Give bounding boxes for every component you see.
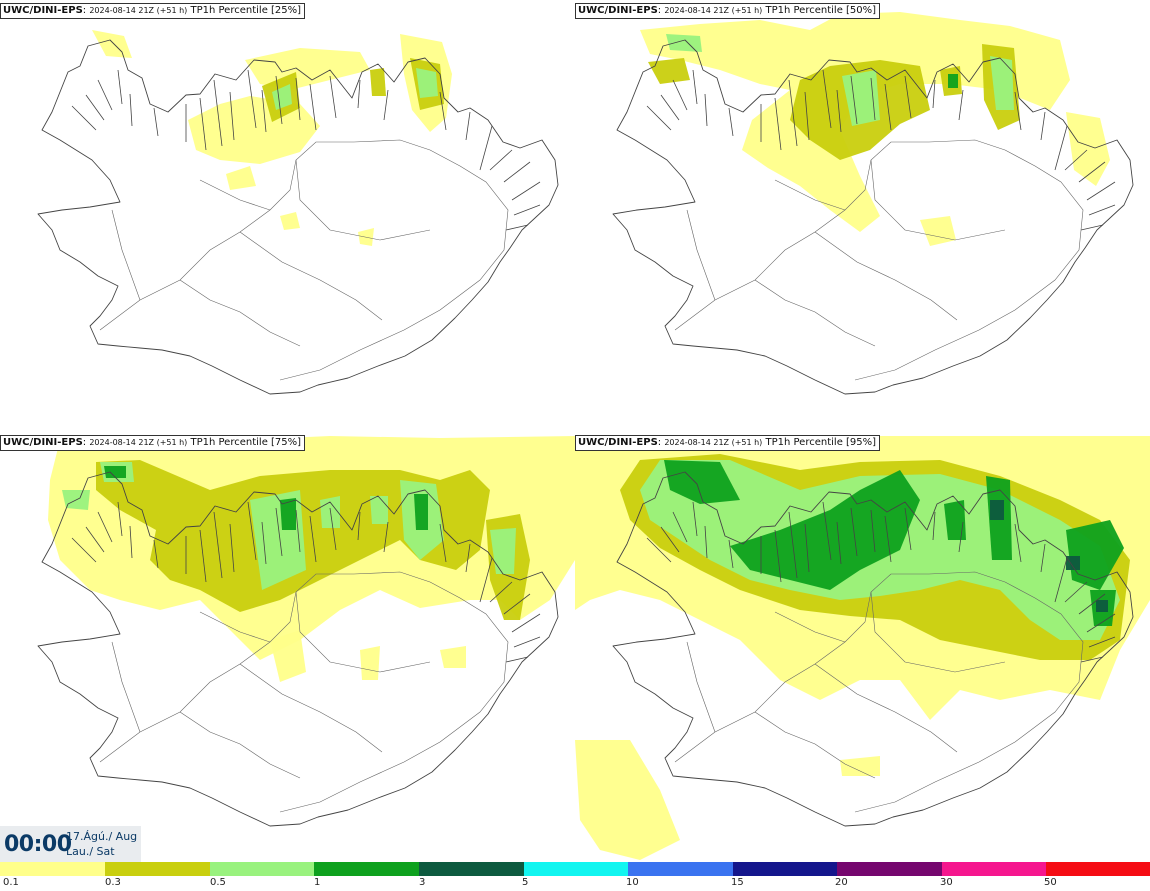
run-time: 2024-08-14 21Z (+51 h) [664,6,763,15]
precip-area [575,740,680,860]
precip-field [92,30,452,246]
precip-area [666,34,702,52]
parameter-label: TP1h Percentile [75%] [187,437,302,448]
model-name: UWC/DINI-EPS [578,5,658,16]
legend-label: 0.3 [105,877,121,888]
precip-area [245,48,370,90]
precip-area [270,630,306,682]
legend-label: 30 [940,877,953,888]
precip-area [944,500,966,540]
legend-swatch [628,862,733,876]
title-separator: : [82,437,90,448]
valid-weekday: Lau./ Sat [66,845,115,858]
run-time: 2024-08-14 21Z (+51 h) [664,438,763,447]
iceland-coastline [37,39,559,395]
valid-time-box: 00:00 17.Ágú./ Aug Lau./ Sat [0,826,141,862]
title-separator: : [82,5,90,16]
precip-area [188,96,320,164]
panel-title: UWC/DINI-EPS: 2024-08-14 21Z (+51 h) TP1… [0,3,306,19]
precip-area [370,68,386,96]
precip-area [440,646,466,668]
color-legend: 0.1 0.3 0.5 1 3 5 10 15 20 30 50 [0,862,1150,891]
legend-label: 5 [522,877,529,888]
precip-field [575,436,1150,860]
legend-label: 0.1 [3,877,19,888]
precip-area [842,70,880,126]
legend-swatch [837,862,942,876]
precip-area [730,470,920,590]
precip-area [226,166,256,190]
iceland-coastline [37,471,559,827]
precip-area [1066,520,1124,590]
precip-area [1066,112,1110,186]
map-canvas [612,12,1134,395]
precip-area [272,84,292,110]
model-name: UWC/DINI-EPS [3,437,83,448]
precip-area [414,494,428,530]
precip-area [360,646,380,680]
map-canvas [37,30,559,395]
legend-swatch [105,862,210,876]
precip-area [920,216,956,246]
precip-area [1066,556,1080,570]
run-time: 2024-08-14 21Z (+51 h) [89,438,188,447]
precip-area [370,496,388,524]
legend-label: 50 [1044,877,1057,888]
precip-area [990,500,1004,520]
precip-area [416,68,438,98]
precip-area [320,496,340,528]
precip-field [48,436,575,682]
precip-area [490,528,516,574]
map-panel-p95: UWC/DINI-EPS: 2024-08-14 21Z (+51 h) TP1… [575,432,1150,864]
legend-label: 0.5 [210,877,226,888]
legend-swatch [314,862,419,876]
title-separator: : [657,5,665,16]
map-panel-p75: UWC/DINI-EPS: 2024-08-14 21Z (+51 h) TP1… [0,432,575,864]
map-canvas [575,436,1150,860]
precip-area [840,756,880,776]
precip-area [664,460,740,504]
panel-title: UWC/DINI-EPS: 2024-08-14 21Z (+51 h) TP1… [575,3,881,19]
precip-area [104,466,126,478]
legend-label: 3 [419,877,426,888]
precip-area [948,74,958,88]
legend-swatch [0,862,105,876]
precip-area [640,12,1070,232]
model-name: UWC/DINI-EPS [3,5,83,16]
legend-swatch [210,862,314,876]
legend-swatch [1046,862,1150,876]
precip-area [990,56,1014,110]
map-panel-p50: UWC/DINI-EPS: 2024-08-14 21Z (+51 h) TP1… [575,0,1150,432]
valid-date: 17.Ágú./ Aug [66,830,138,843]
legend-swatch [733,862,837,876]
legend-label: 1 [314,877,321,888]
precip-area [280,498,296,530]
valid-time: 00:00 [4,832,72,857]
precip-field [640,12,1110,246]
legend-swatch [942,862,1046,876]
title-separator: : [657,437,665,448]
precip-area [1096,600,1108,612]
iceland-coastline [612,39,1134,395]
legend-label: 10 [626,877,639,888]
precip-area [648,58,690,84]
parameter-label: TP1h Percentile [50%] [762,5,877,16]
legend-swatch [419,862,524,876]
iceland-coastline [612,471,1134,827]
panel-title: UWC/DINI-EPS: 2024-08-14 21Z (+51 h) TP1… [575,435,881,451]
panel-title: UWC/DINI-EPS: 2024-08-14 21Z (+51 h) TP1… [0,435,306,451]
legend-label: 15 [731,877,744,888]
precip-area [92,30,132,58]
map-canvas [37,436,575,827]
map-panel-p25: UWC/DINI-EPS: 2024-08-14 21Z (+51 h) TP1… [0,0,575,432]
parameter-label: TP1h Percentile [95%] [762,437,877,448]
model-name: UWC/DINI-EPS [578,437,658,448]
legend-label: 20 [835,877,848,888]
legend-swatch [524,862,628,876]
parameter-label: TP1h Percentile [25%] [187,5,302,16]
run-time: 2024-08-14 21Z (+51 h) [89,6,188,15]
precip-area [280,212,300,230]
